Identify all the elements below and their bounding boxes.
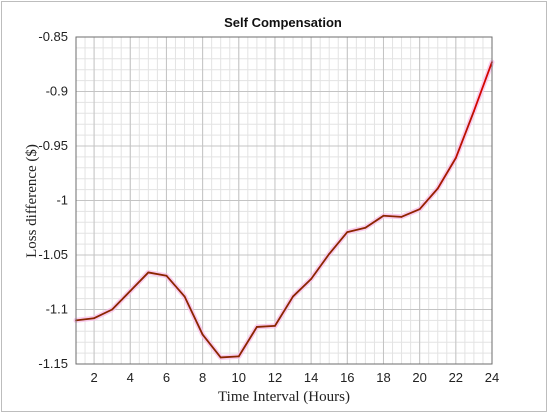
y-axis-ticks: -1.15 -1.1 -1.05 -1 -0.95 -0.9 -0.85 [38, 29, 68, 371]
series-line-segment [292, 278, 313, 298]
series-line-segment [310, 253, 331, 280]
y-tick-label: -1.05 [38, 247, 68, 262]
x-axis-label: Time Interval (Hours) [218, 389, 350, 405]
series-line-segment [400, 208, 421, 218]
x-tick-label: 20 [412, 370, 426, 385]
series-line-segment [255, 324, 276, 328]
y-tick-label: -1 [56, 193, 68, 208]
series-line-segment [454, 110, 475, 159]
series-line-segment [147, 271, 168, 277]
series-line-segment [183, 295, 204, 336]
y-tick-label: -0.95 [38, 138, 68, 153]
series-line-segment [201, 333, 222, 359]
y-tick-label: -1.1 [46, 302, 68, 317]
series-line-segment [111, 290, 132, 311]
series-line-segment [328, 231, 349, 255]
x-tick-label: 18 [376, 370, 390, 385]
series-line-segment [129, 271, 150, 292]
x-tick-label: 2 [90, 370, 97, 385]
y-tick-label: -1.15 [38, 356, 68, 371]
y-tick-label: -0.9 [46, 84, 68, 99]
y-tick-label: -0.85 [38, 29, 68, 44]
series-line-segment [364, 214, 385, 229]
x-tick-label: 22 [449, 370, 463, 385]
series-line-segment [418, 187, 439, 211]
x-tick-label: 12 [268, 370, 282, 385]
x-tick-label: 6 [163, 370, 170, 385]
x-tick-label: 8 [199, 370, 206, 385]
series-line-segment [165, 274, 186, 298]
series-line-segment [237, 326, 258, 358]
x-tick-label: 14 [304, 370, 318, 385]
series-line-segment [93, 308, 114, 320]
series-layer [73, 59, 495, 360]
series-line-segment [75, 317, 95, 322]
series-line-segment [274, 295, 294, 327]
series-line-segment [346, 226, 367, 234]
x-tick-label: 16 [340, 370, 354, 385]
series-line-segment [382, 214, 403, 218]
series-line-segment [436, 157, 457, 190]
plot-area-border [75, 36, 493, 365]
y-axis-label: Loss difference ($) [24, 144, 40, 258]
chart-title: Self Compensation [224, 15, 342, 30]
x-tick-label: 4 [127, 370, 134, 385]
x-tick-label: 10 [232, 370, 246, 385]
series-line-segment [219, 355, 240, 359]
x-axis-ticks: 2 4 6 8 10 12 14 16 18 20 22 24 [90, 370, 499, 385]
series-line-segment [473, 61, 493, 113]
x-tick-label: 24 [485, 370, 499, 385]
